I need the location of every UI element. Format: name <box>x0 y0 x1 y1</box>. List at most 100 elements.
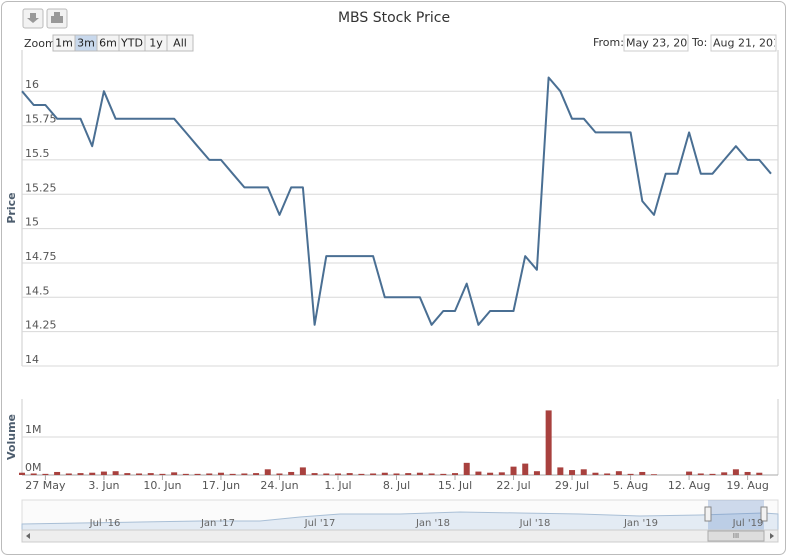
y-tick-label: 15.5 <box>25 147 50 160</box>
volume-bar <box>522 463 529 475</box>
scrollbar-thumb[interactable] <box>707 530 765 542</box>
volume-bar <box>288 471 295 475</box>
price-line <box>21 76 772 326</box>
volume-bar <box>182 473 189 475</box>
volume-bar <box>428 473 435 475</box>
volume-bar <box>323 473 330 475</box>
volume-bar <box>557 467 564 475</box>
y-tick-label: 15.25 <box>25 181 57 194</box>
zoom-button-label[interactable]: 3m <box>77 37 95 50</box>
from-clip: May 23, 2018 <box>626 37 701 50</box>
zoom-button-label[interactable]: 1y <box>149 37 163 50</box>
navigator-label: Jul '17 <box>304 518 336 529</box>
volume-bar <box>721 472 728 475</box>
volume-bar <box>615 471 622 475</box>
to-input[interactable] <box>710 34 777 52</box>
volume-bar <box>463 462 470 475</box>
zoom-button-label[interactable]: 6m <box>99 37 117 50</box>
zoom-button[interactable] <box>166 34 194 52</box>
volume-bar <box>580 469 587 475</box>
x-tick-label: 15. Jul <box>438 479 472 492</box>
volume-bar <box>124 473 131 475</box>
scrollbar-grip: III <box>733 532 739 540</box>
download-icon[interactable] <box>27 13 39 23</box>
navigator-selection[interactable] <box>708 500 764 530</box>
volume-bar <box>452 473 459 475</box>
download-button[interactable] <box>22 8 44 29</box>
from-input[interactable] <box>623 34 689 52</box>
volume-bar <box>510 466 517 475</box>
zoom-label: Zoom <box>24 37 56 50</box>
x-tick-label: 1. Jul <box>324 479 351 492</box>
navigator-label: Jan '19 <box>623 518 658 529</box>
volume-bar <box>487 472 494 475</box>
navigator-handle[interactable] <box>760 506 768 522</box>
y-tick-label: 14.5 <box>25 284 50 297</box>
volume-bar <box>686 471 693 475</box>
navigator-label: Jan '17 <box>200 518 235 529</box>
x-tick-label: 5. Aug <box>613 479 648 492</box>
volume-bar <box>229 473 236 475</box>
volume-bar <box>19 472 25 475</box>
print-button[interactable] <box>46 8 68 29</box>
volume-bar <box>650 474 657 475</box>
volume-bar <box>136 473 143 475</box>
from-value[interactable]: May 23, 2018 <box>626 37 701 50</box>
zoom-buttons: 1m 3m 6m YTD 1y All <box>52 34 194 52</box>
volume-bar <box>77 473 84 475</box>
y-tick-label: 16 <box>25 78 39 91</box>
chart-title: MBS Stock Price <box>338 10 450 26</box>
navigator-label: Jul '19 <box>732 518 764 529</box>
volume-bar <box>89 472 96 475</box>
volume-bar <box>30 473 37 475</box>
navigator-label: Jul '16 <box>89 518 121 529</box>
y-tick-label: 15.75 <box>25 113 57 126</box>
volume-bar <box>709 473 716 475</box>
volume-bar <box>533 471 540 475</box>
scroll-right-arrow[interactable] <box>770 533 774 539</box>
volume-bar <box>639 471 646 475</box>
volume-bar <box>334 473 341 475</box>
x-tick-label: 8. Jul <box>383 479 410 492</box>
to-label: To: <box>691 36 707 49</box>
y2-tick-label: 1M <box>25 423 42 436</box>
x-tick-label: 29. Jul <box>555 479 589 492</box>
y-axis-title: Price <box>5 192 18 223</box>
navigator-label: Jan '18 <box>415 518 450 529</box>
volume-bar <box>475 471 482 475</box>
navigator-handle[interactable] <box>704 506 712 522</box>
volume-bar <box>241 473 248 475</box>
y-tick-label: 14 <box>25 353 39 366</box>
scroll-left-arrow[interactable] <box>26 533 30 539</box>
zoom-button-label[interactable]: 1m <box>55 37 73 50</box>
volume-bar <box>264 469 271 475</box>
volume-bar <box>732 469 739 475</box>
volume-bar <box>253 473 260 475</box>
x-tick-label: 24. Jun <box>260 479 298 492</box>
volume-bar <box>370 473 377 475</box>
x-tick-label: 10. Jun <box>143 479 181 492</box>
y-tick-label: 14.25 <box>25 319 57 332</box>
volume-bar <box>381 472 388 475</box>
x-tick-label: 3. Jun <box>88 479 119 492</box>
volume-bar <box>592 472 599 475</box>
to-clip: Aug 21, 2018 <box>713 37 787 50</box>
volume-bar <box>358 473 365 475</box>
volume-bar <box>346 473 353 475</box>
volume-bar <box>217 472 224 475</box>
volume-bar <box>54 471 61 475</box>
scrollbar-track[interactable] <box>21 529 779 543</box>
volume-bar <box>416 472 423 475</box>
volume-bar <box>627 473 634 475</box>
y-tick-label: 15 <box>25 216 39 229</box>
from-label: From: <box>593 36 624 49</box>
x-tick-label: 27 May <box>25 479 66 492</box>
zoom-button-label[interactable]: All <box>173 37 187 50</box>
volume-bar <box>756 472 763 475</box>
volume-bar <box>393 473 400 475</box>
print-icon[interactable] <box>51 12 63 23</box>
zoom-button-label[interactable]: YTD <box>120 37 143 50</box>
to-value[interactable]: Aug 21, 2018 <box>713 37 787 50</box>
